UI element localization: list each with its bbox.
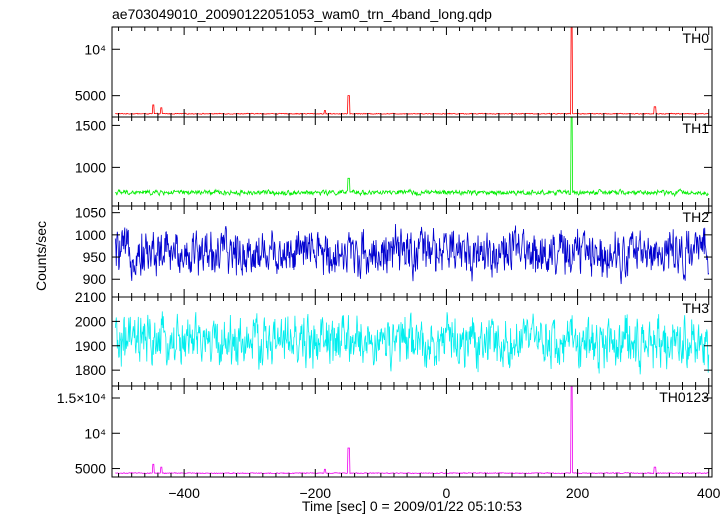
- panel-frame: [111, 26, 713, 118]
- series-label: TH0: [683, 30, 710, 46]
- y-tick-label: 900: [83, 271, 107, 287]
- panel-th0123: 5000 10⁴ 1.5×10⁴ TH0123: [57, 385, 713, 478]
- x-tick-label: −200: [300, 485, 332, 501]
- y-tick-label: 10⁴: [84, 41, 106, 57]
- panel-th3: 1800 1900 2000 2100 TH3: [75, 289, 713, 387]
- y-tick-label: 1800: [75, 362, 106, 378]
- series-line-th1: [114, 117, 709, 198]
- y-tick-label: 1000: [75, 159, 106, 175]
- y-tick-label: 1050: [75, 205, 106, 221]
- y-tick-label: 2100: [75, 289, 106, 305]
- panel-th0: 5000 10⁴ TH0: [75, 26, 713, 118]
- y-tick-label: 950: [83, 249, 107, 265]
- panel-frame: [111, 385, 713, 478]
- y-tick-label: 1500: [75, 117, 106, 133]
- y-tick-label: 2000: [75, 313, 106, 329]
- figure-title: ae703049010_20090122051053_wam0_trn_4ban…: [112, 6, 492, 22]
- y-tick-label: 5000: [75, 88, 106, 104]
- series-label: TH3: [683, 300, 710, 316]
- x-axis-label: Time [sec] 0 = 2009/01/22 05:10:53: [302, 498, 522, 514]
- y-tick-label: 1000: [75, 227, 106, 243]
- panel-th2: 900 950 1000 1050 TH2: [75, 205, 713, 298]
- y-tick-label: 10⁴: [84, 425, 106, 441]
- x-tick-label: 400: [697, 485, 721, 501]
- series-label: TH0123: [659, 389, 709, 405]
- y-tick-label: 1.5×10⁴: [57, 390, 106, 406]
- x-tick-label: 200: [566, 485, 590, 501]
- y-tick-label: 1900: [75, 338, 106, 354]
- series-line-th0: [115, 27, 709, 115]
- panel-th1: 1000 1500 TH1: [75, 116, 713, 207]
- series-line-th0123: [115, 386, 709, 475]
- panels: 5000 10⁴ TH0 1000 1500 TH1 900 950 1000 1050 TH2 18…: [57, 26, 721, 501]
- y-axis-label: Counts/sec: [33, 221, 49, 291]
- panel-frame: [111, 205, 713, 298]
- x-tick-label: −400: [168, 485, 200, 501]
- y-tick-label: 5000: [75, 461, 106, 477]
- series-line-th3: [114, 311, 710, 375]
- series-line-th2: [114, 223, 710, 285]
- series-label: TH1: [683, 120, 710, 136]
- x-tick-label: 0: [443, 485, 451, 501]
- series-label: TH2: [683, 209, 710, 225]
